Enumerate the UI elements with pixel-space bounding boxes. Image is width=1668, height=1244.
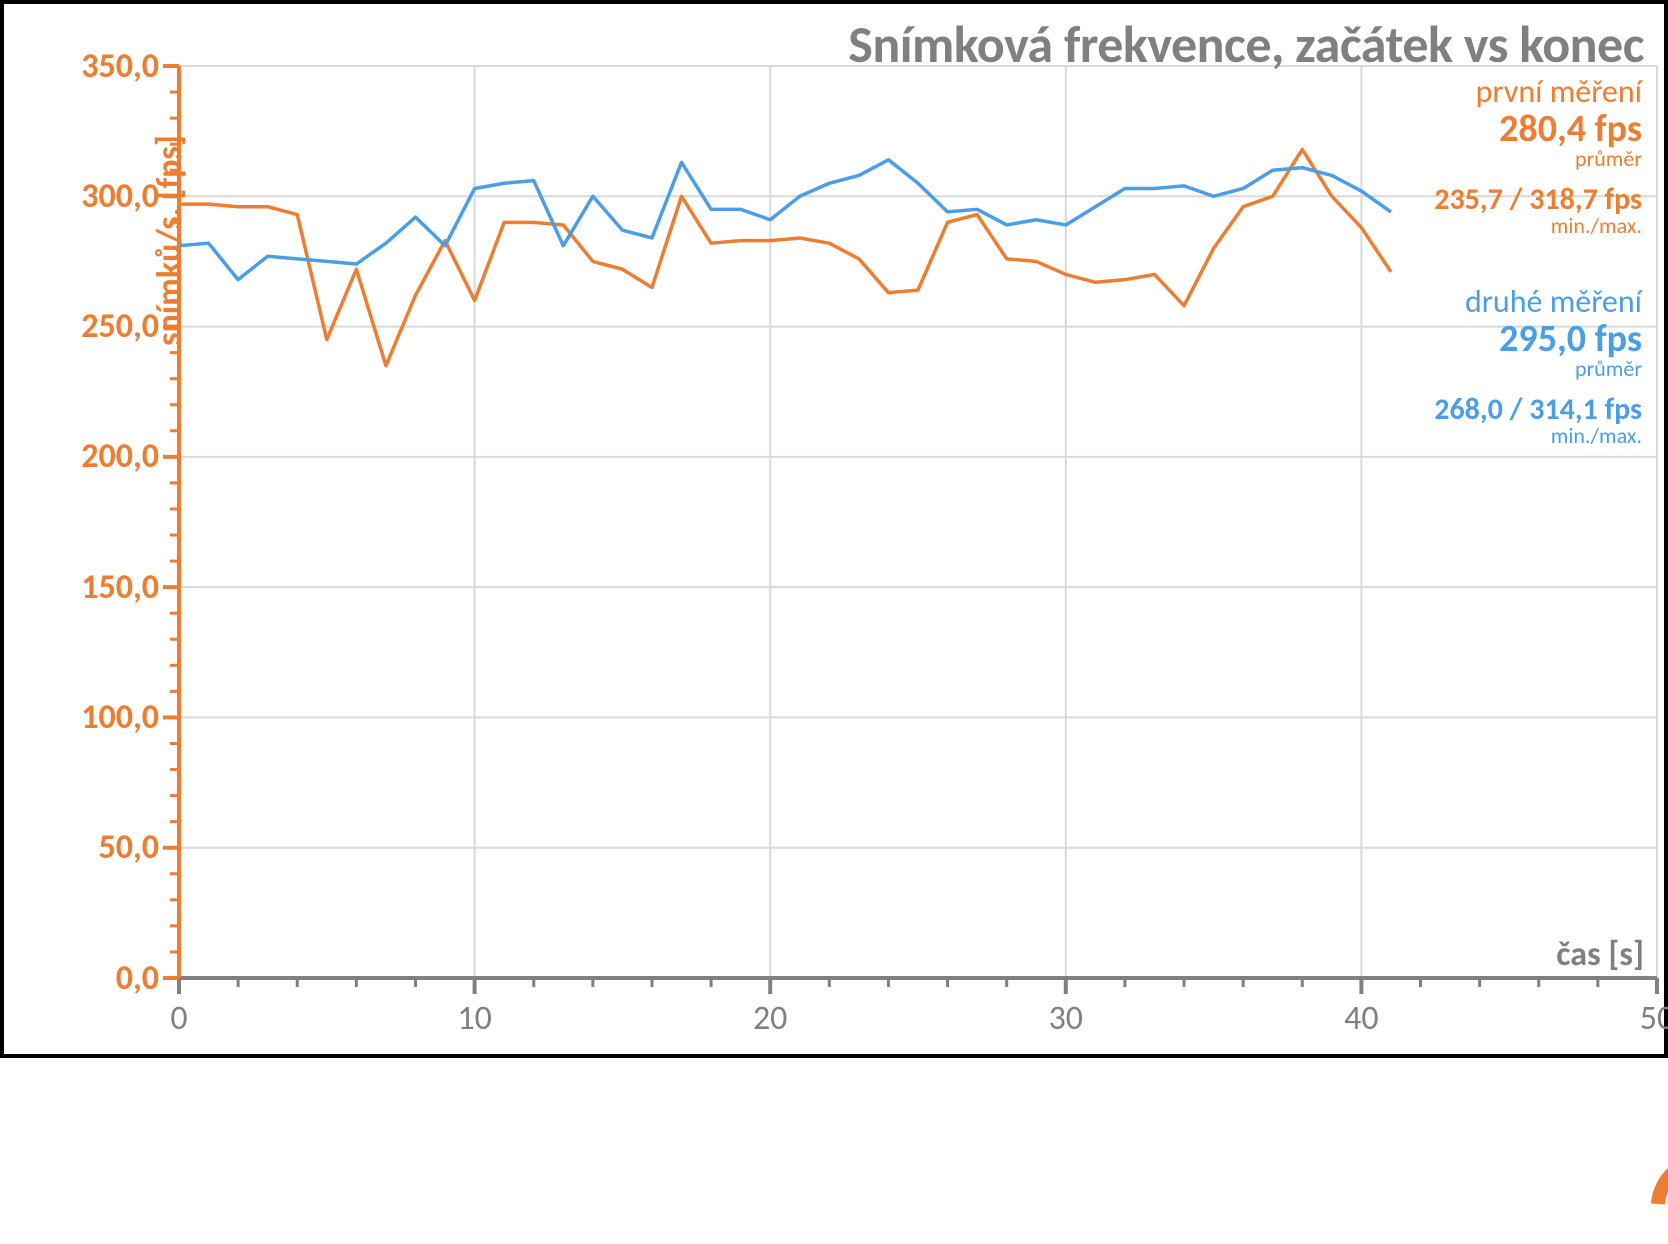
series-line <box>179 149 1391 365</box>
y-tick-label: 250,0 <box>39 306 159 347</box>
y-tick-label: 200,0 <box>39 436 159 477</box>
stat-series-name: druhé měření <box>1434 284 1642 319</box>
stat-block: druhé měření295,0 fpsprůměr268,0 / 314,1… <box>1434 284 1642 448</box>
chart-container: Snímková frekvence, začátek vs konec sní… <box>4 4 1664 1054</box>
stat-block: první měření280,4 fpsprůměr235,7 / 318,7… <box>1434 74 1642 238</box>
y-tick-label: 150,0 <box>39 567 159 608</box>
x-tick-label: 20 <box>753 998 787 1039</box>
chart-svg <box>4 4 1668 1062</box>
y-tick-label: 350,0 <box>39 46 159 87</box>
x-axis-label: čas [s] <box>1556 934 1644 975</box>
clock-arc-icon <box>1658 1161 1668 1204</box>
stat-series-name: první měření <box>1434 74 1642 109</box>
y-tick-label: 50,0 <box>39 827 159 868</box>
x-tick-label: 0 <box>170 998 187 1039</box>
y-tick-label: 100,0 <box>39 697 159 738</box>
y-tick-label: 0,0 <box>39 958 159 999</box>
chart-title: Snímková frekvence, začátek vs konec <box>848 12 1644 76</box>
series-line <box>179 160 1391 280</box>
x-tick-label: 10 <box>457 998 491 1039</box>
x-tick-label: 40 <box>1344 998 1378 1039</box>
y-tick-label: 300,0 <box>39 176 159 217</box>
x-tick-label: 30 <box>1049 998 1083 1039</box>
logo-svg: pctuning <box>1640 924 1668 1244</box>
